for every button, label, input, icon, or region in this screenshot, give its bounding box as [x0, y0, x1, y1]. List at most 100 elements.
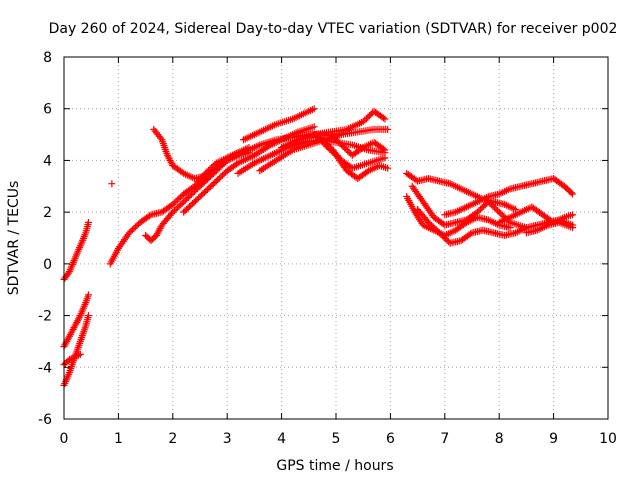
x-axis-label: GPS time / hours	[276, 458, 393, 474]
data-point	[486, 199, 494, 207]
data-point	[178, 199, 186, 207]
data-point	[428, 221, 436, 229]
series-arc-x	[522, 218, 577, 237]
data-point	[367, 110, 375, 118]
data-point	[183, 195, 191, 203]
data-point	[480, 202, 488, 210]
x-tick-label: 5	[332, 431, 341, 447]
y-tick-label: -4	[38, 360, 52, 376]
data-point	[181, 196, 189, 204]
data-point	[212, 167, 220, 175]
data-point	[491, 204, 499, 212]
data-point	[84, 312, 92, 320]
data-point	[125, 229, 133, 237]
data-point	[217, 173, 225, 181]
data-point	[310, 105, 318, 113]
data-point	[473, 208, 481, 216]
data-point	[75, 313, 83, 321]
series-arc-k	[240, 105, 318, 144]
data-point	[173, 196, 181, 204]
data-point	[379, 114, 387, 122]
data-point	[426, 220, 434, 228]
series-arc-b	[60, 291, 92, 351]
data-point	[466, 230, 474, 238]
data-point	[437, 230, 445, 238]
series-arc-a	[60, 218, 92, 283]
y-tick-label: -2	[38, 309, 52, 325]
data-points	[60, 105, 577, 389]
data-point	[429, 223, 437, 231]
data-point	[214, 176, 222, 184]
y-tick-label: 0	[43, 257, 52, 273]
data-point	[157, 134, 165, 142]
x-tick-label: 1	[114, 431, 123, 447]
data-point	[321, 141, 329, 149]
data-point	[487, 201, 495, 209]
data-point	[381, 146, 389, 154]
series-arc-q	[327, 131, 389, 159]
data-point	[341, 144, 349, 152]
data-point	[169, 208, 177, 216]
data-point	[170, 207, 178, 215]
x-tick-labels: 0 1 2 3 4 5 6 7 8 9 10	[60, 431, 617, 447]
data-point	[108, 180, 116, 188]
data-point	[214, 165, 222, 173]
chart-title: Day 260 of 2024, Sidereal Day-to-day VTE…	[49, 21, 618, 37]
x-tick-label: 6	[386, 431, 395, 447]
data-point	[180, 198, 188, 206]
data-point	[84, 218, 92, 226]
data-point	[445, 238, 453, 246]
data-point	[379, 145, 387, 153]
series-arc-c	[60, 312, 92, 389]
data-point	[177, 193, 185, 201]
x-tick-label: 9	[549, 431, 558, 447]
data-point	[345, 148, 353, 156]
y-tick-label: -6	[38, 412, 52, 428]
data-point	[130, 224, 138, 232]
data-point	[567, 189, 575, 197]
data-point	[362, 115, 370, 123]
data-point	[492, 205, 500, 213]
series-arc-p	[321, 141, 392, 183]
data-point	[217, 162, 225, 170]
data-point	[478, 204, 486, 212]
data-point	[187, 190, 195, 198]
data-point	[169, 200, 177, 208]
data-point	[359, 118, 367, 126]
x-tick-label: 2	[168, 431, 177, 447]
x-tick-label: 0	[60, 431, 69, 447]
data-point	[175, 194, 183, 202]
data-point	[220, 170, 228, 178]
data-point	[215, 164, 223, 172]
data-point	[329, 148, 337, 156]
data-point	[84, 291, 92, 299]
data-point	[331, 135, 339, 143]
data-point	[324, 144, 332, 152]
data-point	[327, 147, 335, 155]
x-tick-label: 7	[440, 431, 449, 447]
data-point	[220, 159, 228, 167]
series-arc-e	[108, 180, 116, 188]
data-point	[310, 123, 318, 131]
data-point	[477, 205, 485, 213]
data-point	[438, 232, 446, 240]
data-point	[172, 205, 180, 213]
y-tick-label: 2	[43, 205, 52, 221]
data-point	[494, 207, 502, 215]
data-point	[481, 201, 489, 209]
data-point	[336, 139, 344, 147]
data-point	[381, 115, 389, 123]
series-arc-n	[278, 107, 389, 151]
data-point	[172, 197, 180, 205]
series-arc-v	[441, 175, 577, 219]
data-point	[145, 212, 153, 220]
y-tick-label: 4	[43, 153, 52, 169]
series-arc-d	[60, 350, 84, 369]
data-point	[212, 177, 220, 185]
data-point	[569, 190, 577, 198]
data-point	[186, 192, 194, 200]
data-point	[175, 202, 183, 210]
data-point	[173, 204, 181, 212]
data-point	[339, 142, 347, 150]
